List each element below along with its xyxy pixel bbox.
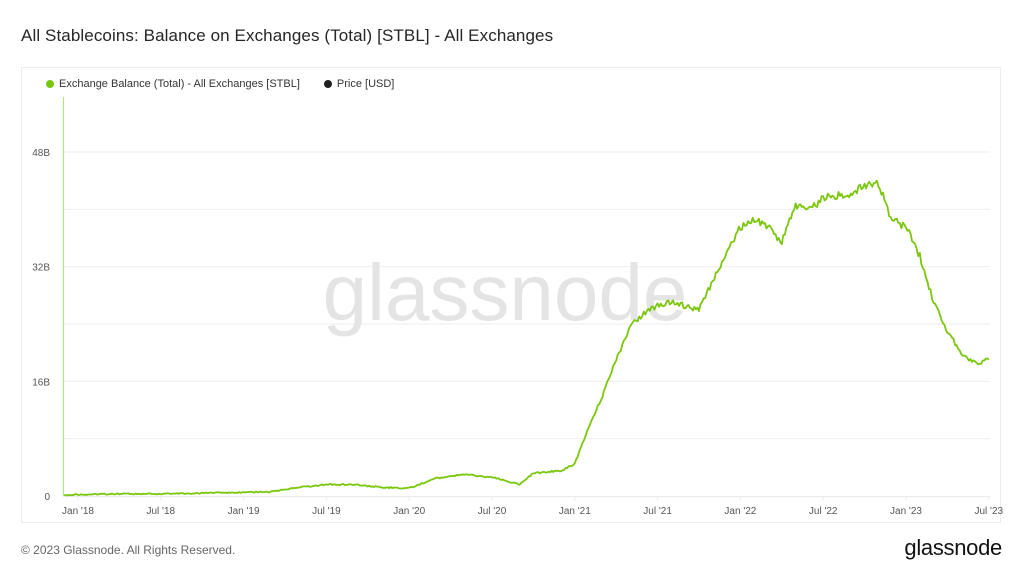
chart-frame [21, 67, 1001, 523]
x-tick-label: Jul '20 [478, 506, 507, 517]
x-tick-label: Jul '18 [147, 506, 176, 517]
watermark-text: glassnode [323, 248, 688, 337]
legend-label: Price [USD] [336, 78, 395, 90]
copyright-text: © 2023 Glassnode. All Rights Reserved. [21, 543, 236, 557]
gridlines [63, 151, 990, 497]
x-tick-label: Jan '21 [559, 506, 591, 517]
x-tick-label: Jul '22 [809, 506, 838, 517]
x-tick-label: Jan '20 [393, 506, 425, 517]
legend-dot-green-icon [46, 80, 54, 88]
chart-legend: Exchange Balance (Total) - All Exchanges… [46, 78, 418, 90]
y-tick-label: 0 [44, 492, 50, 503]
legend-label: Exchange Balance (Total) - All Exchanges… [59, 78, 300, 90]
legend-dot-black-icon [323, 80, 332, 88]
legend-item-price[interactable]: Price [USD] [323, 78, 395, 90]
chart-title: All Stablecoins: Balance on Exchanges (T… [21, 26, 554, 45]
exchange-balance-line [64, 179, 990, 497]
x-tick-label: Jan '18 [62, 506, 94, 517]
glassnode-logo: glassnode [904, 535, 1002, 560]
y-tick-label: 48B [32, 148, 50, 159]
y-tick-label: 16B [32, 377, 50, 388]
x-tick-label: Jul '19 [312, 506, 341, 517]
x-tick-label: Jan '22 [724, 506, 756, 517]
x-tick-label: Jul '21 [643, 506, 672, 517]
x-axis-labels: Jan '18 Jul '18 Jan '19 Jul '19 Jan '20 Jul '… [62, 496, 1004, 517]
y-axis-labels: 0 16B 32B 48B [32, 148, 50, 503]
x-tick-label: Jul '23 [975, 506, 1004, 517]
y-tick-label: 32B [32, 263, 50, 274]
x-tick-label: Jan '23 [890, 506, 922, 517]
legend-item-exchange-balance[interactable]: Exchange Balance (Total) - All Exchanges… [46, 78, 300, 90]
x-tick-label: Jan '19 [228, 506, 260, 517]
